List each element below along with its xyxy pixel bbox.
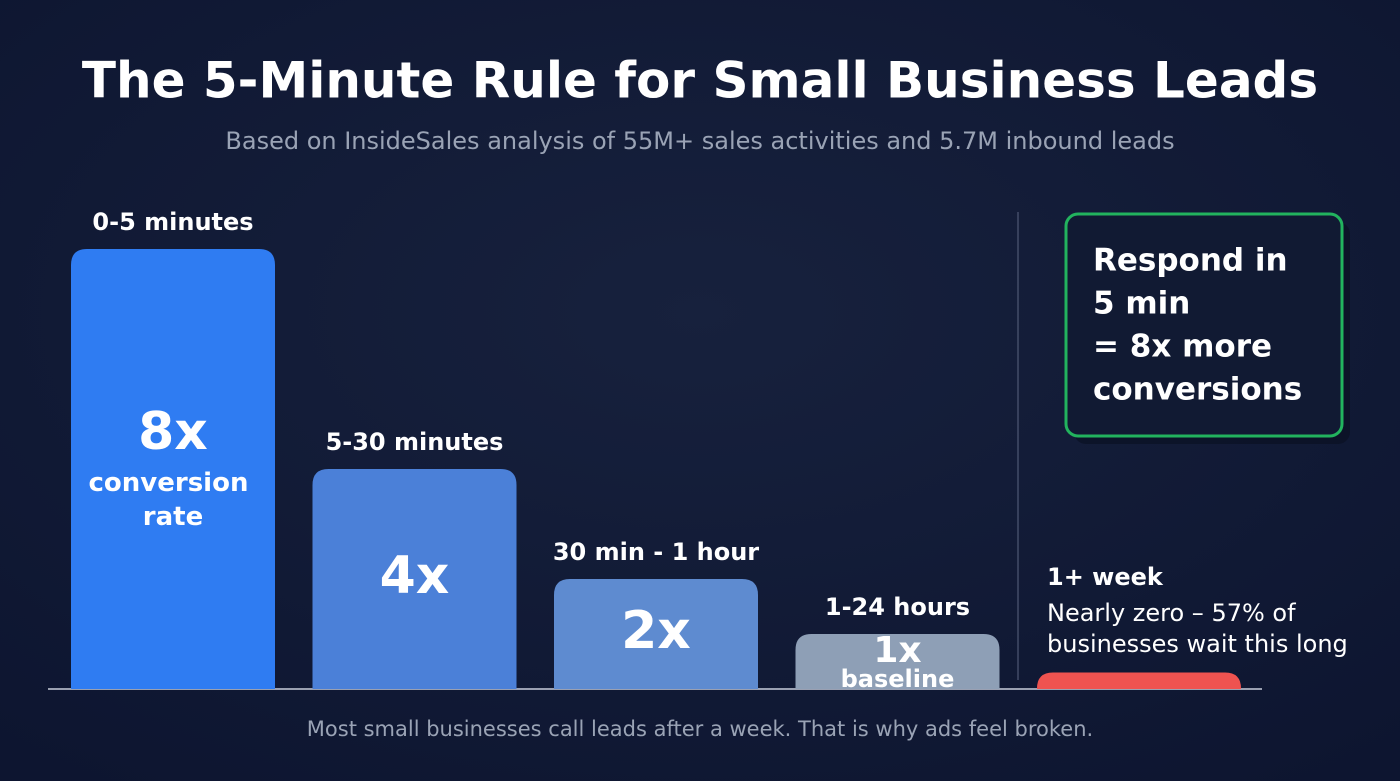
footer-note: Most small businesses call leads after a… xyxy=(307,717,1093,741)
bar xyxy=(554,579,758,689)
callout-line: = 8x more xyxy=(1093,329,1272,365)
bar-note: Nearly zero – 57% of businesses wait thi… xyxy=(1047,599,1348,658)
bar xyxy=(312,469,517,689)
text-line: businesses wait this long xyxy=(1047,630,1348,658)
callout-line: conversions xyxy=(1093,372,1302,408)
text-line: baseline xyxy=(841,665,955,693)
value-label: 8x xyxy=(138,402,208,462)
bar xyxy=(1037,672,1241,689)
callout-box xyxy=(1064,212,1344,438)
callout-line: Respond in xyxy=(1093,243,1288,279)
category-label: 30 min - 1 hour xyxy=(553,538,759,566)
category-label: 1+ week xyxy=(1047,563,1164,591)
chart-title: The 5-Minute Rule for Small Business Lea… xyxy=(82,52,1318,110)
value-label: 2x xyxy=(621,601,691,661)
category-label: 0-5 minutes xyxy=(92,208,253,236)
bar-note: conversion rate xyxy=(89,468,258,532)
text-line: Nearly zero – 57% of xyxy=(1047,599,1303,627)
bar xyxy=(795,634,1000,689)
category-label: 5-30 minutes xyxy=(326,428,504,456)
value-label: 4x xyxy=(380,546,450,606)
callout-line: 5 min xyxy=(1093,286,1190,322)
category-label: 1-24 hours xyxy=(825,593,970,621)
text-line: rate xyxy=(143,502,203,532)
bar xyxy=(71,249,275,689)
text-line: conversion xyxy=(89,468,258,498)
chart-subtitle: Based on InsideSales analysis of 55M+ sa… xyxy=(225,127,1174,155)
value-label: 1x xyxy=(873,630,921,671)
bar-note: baseline xyxy=(841,665,955,693)
